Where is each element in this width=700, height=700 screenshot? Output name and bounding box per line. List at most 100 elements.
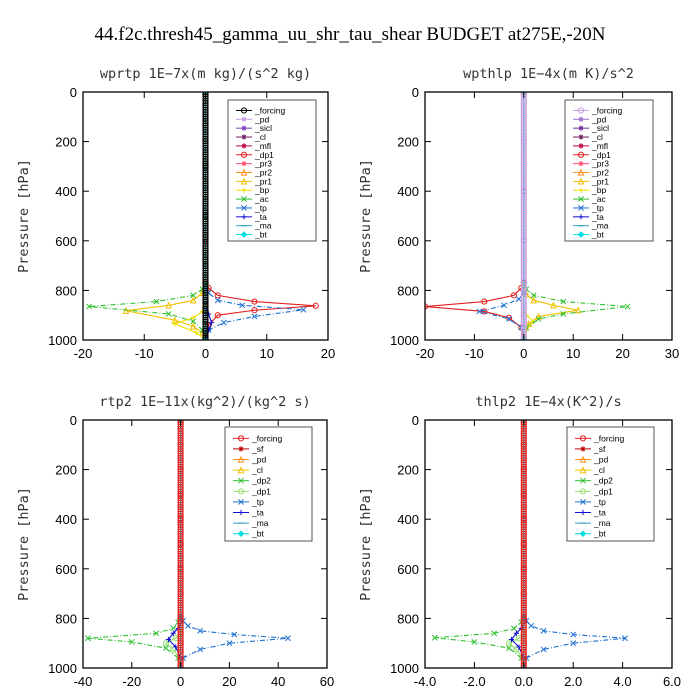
profile-marker: [177, 566, 184, 573]
x-tick-label: 10: [566, 346, 580, 361]
profile-marker: [177, 651, 184, 658]
profile-marker: [202, 146, 209, 154]
profile-marker: [202, 131, 209, 138]
profile-marker: [520, 240, 527, 247]
profile-marker: [520, 225, 527, 232]
profile-marker: [520, 526, 527, 533]
legend-label: _cl: [251, 465, 263, 475]
data-point: [214, 292, 221, 299]
profile-marker: [520, 653, 527, 660]
profile-marker: [177, 445, 184, 453]
profile-marker: [520, 300, 527, 308]
profile-marker: [520, 468, 527, 475]
legend-box: [566, 426, 655, 542]
data-point: [570, 631, 577, 638]
profile-marker: [520, 256, 527, 263]
data-point: [153, 298, 160, 305]
profile-marker: [202, 327, 209, 334]
legend-marker: [237, 455, 245, 463]
profile-marker: [202, 318, 209, 325]
profile-marker: [202, 97, 209, 105]
legend-marker: [240, 168, 248, 176]
x-tick-label: -20: [74, 346, 93, 361]
profile-marker: [520, 570, 527, 578]
profile-marker: [520, 530, 527, 537]
profile-marker: [520, 454, 527, 462]
profile-marker: [202, 111, 209, 118]
profile-marker: [202, 240, 209, 247]
profile-marker: [520, 305, 527, 312]
profile-marker: [177, 642, 184, 649]
profile-marker: [520, 486, 527, 493]
profile-marker: [520, 108, 527, 116]
data-point: [574, 306, 582, 314]
profile-marker: [520, 189, 527, 196]
profile-marker: [202, 254, 209, 261]
y-tick-label: 600: [55, 562, 77, 577]
data-point: [153, 630, 160, 637]
profile-marker: [202, 196, 209, 203]
profile-marker: [202, 276, 209, 283]
profile-marker: [520, 247, 527, 254]
legend-label: _forcing: [593, 433, 625, 443]
profile-marker: [520, 546, 527, 553]
legend-marker: [580, 509, 586, 516]
profile-marker: [520, 265, 527, 272]
x-tick-label: -10: [135, 346, 154, 361]
profile-marker: [177, 519, 184, 526]
profile-marker: [202, 220, 209, 227]
profile-marker: [520, 488, 527, 495]
x-tick-label: -10: [465, 346, 484, 361]
legend-label: _sicl: [591, 123, 609, 133]
panel-title: rtp2 1E−11x(kg^2)/(kg^2 s): [99, 394, 310, 410]
profile-marker: [202, 245, 209, 252]
y-tick-label: 800: [397, 283, 419, 298]
profile-marker: [520, 151, 527, 158]
legend-marker: [578, 214, 584, 220]
data-point: [285, 635, 291, 642]
profile-marker: [520, 283, 527, 290]
profile-marker: [520, 158, 527, 165]
profile-marker: [177, 631, 184, 638]
profile-marker: [202, 296, 209, 303]
legend-label: _pr2: [254, 168, 272, 178]
profile-marker: [202, 278, 209, 285]
profile-marker: [202, 129, 209, 136]
profile-marker: [520, 564, 527, 571]
profile-marker: [520, 633, 527, 640]
profile-marker: [177, 613, 184, 620]
x-tick-label: -4.0: [414, 674, 436, 689]
data-point: [530, 296, 538, 304]
profile-marker: [202, 160, 209, 167]
x-tick-label: 6.0: [663, 674, 681, 689]
data-point: [506, 645, 512, 652]
data-point: [540, 627, 547, 634]
legend-marker: [577, 168, 585, 176]
legend-label: _ma: [593, 518, 611, 528]
legend-label: _dp1: [593, 486, 613, 496]
legend-label: _pr1: [591, 176, 609, 186]
profile-marker: [520, 586, 527, 593]
profile-marker: [520, 483, 527, 491]
data-point: [312, 302, 319, 309]
panel-title: wprtp 1E−7x(m kg)/(s^2 kg): [100, 66, 311, 82]
legend-marker: [241, 116, 247, 122]
profile-marker: [520, 280, 527, 288]
legend-label: _ac: [591, 194, 606, 204]
profile-marker: [177, 624, 184, 631]
profile-marker: [177, 577, 184, 584]
legend-label: _ta: [593, 508, 606, 518]
profile-marker: [202, 294, 209, 301]
legend: _forcing_sf_pd_cl_dp2_dp1_tp_ta_ma_bt: [224, 426, 313, 542]
profile-marker: [520, 510, 527, 517]
profile-marker: [520, 269, 527, 276]
data-point: [510, 292, 518, 299]
profile-marker: [520, 481, 527, 488]
legend-label: _tp: [591, 203, 604, 213]
legend-marker: [577, 151, 585, 158]
legend-marker: [577, 231, 585, 238]
profile-marker: [177, 461, 184, 468]
profile-marker: [520, 599, 527, 607]
profile-marker: [520, 472, 527, 479]
profile-marker: [177, 649, 184, 656]
